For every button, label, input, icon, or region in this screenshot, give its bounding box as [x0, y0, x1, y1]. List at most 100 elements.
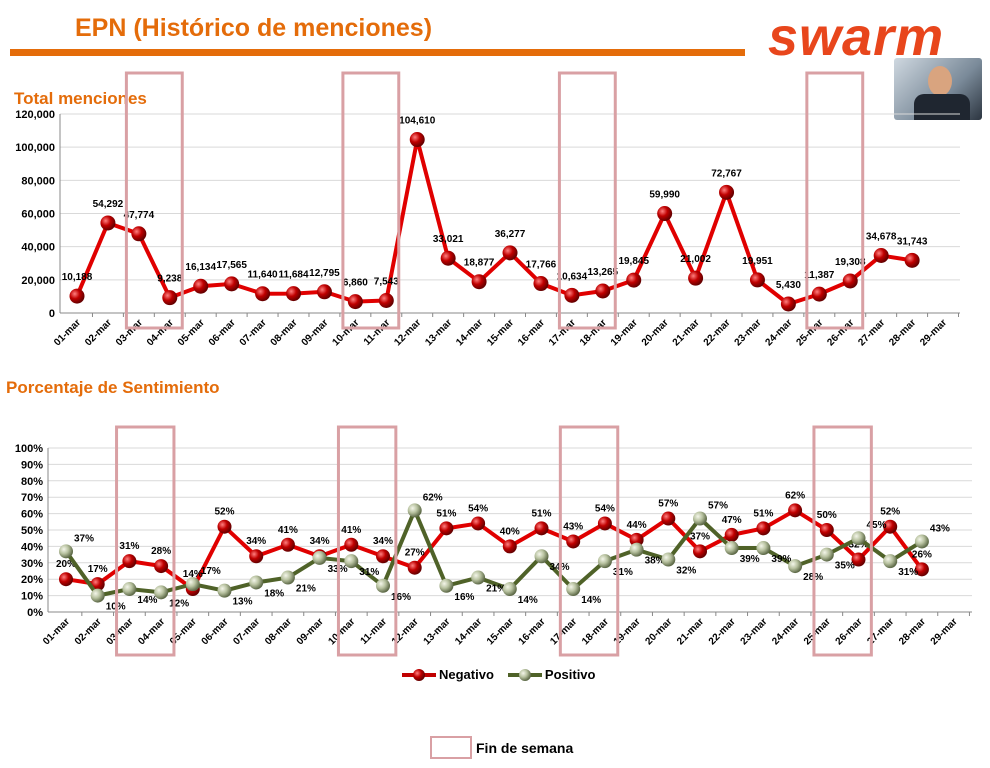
x-tick-label: 02-mar	[83, 317, 114, 348]
data-label: 54%	[595, 503, 615, 514]
x-tick-label: 09-mar	[300, 317, 331, 348]
y-tick-label: 60%	[21, 509, 43, 521]
data-point	[914, 562, 929, 577]
x-tick-label: 12-mar	[392, 317, 423, 348]
y-tick-label: 120,000	[15, 109, 55, 121]
x-tick-label: 21-mar	[675, 616, 706, 647]
data-label: 37%	[74, 533, 94, 544]
data-point	[595, 283, 611, 299]
data-point	[59, 572, 73, 587]
data-point	[344, 554, 359, 569]
x-tick-label: 17-mar	[548, 616, 579, 647]
title-underline	[10, 49, 745, 56]
data-label: 26%	[912, 549, 932, 560]
x-tick-label: 20-mar	[640, 317, 671, 348]
data-point	[217, 583, 232, 598]
data-point	[376, 578, 390, 593]
data-point	[819, 547, 834, 562]
data-point	[597, 554, 612, 569]
data-point	[756, 541, 771, 556]
data-point	[534, 521, 549, 536]
data-label: 57%	[658, 499, 678, 510]
weekend-box	[115, 425, 176, 657]
x-tick-label: 02-mar	[73, 616, 104, 647]
data-point	[756, 521, 771, 536]
data-point	[224, 276, 240, 292]
positivo-marker-icon	[507, 668, 542, 681]
x-tick-label: 16-mar	[517, 616, 548, 647]
data-label: 54,292	[93, 199, 124, 210]
data-label: 19,951	[742, 256, 773, 267]
data-point	[471, 570, 486, 585]
data-point	[749, 272, 765, 288]
data-point	[851, 552, 866, 567]
data-point	[724, 541, 739, 556]
weekend-legend: Fin de semana	[430, 736, 573, 759]
series-line-negativo	[65, 507, 924, 593]
data-label: 31%	[119, 541, 139, 552]
weekend-box	[124, 71, 184, 330]
data-point	[154, 559, 169, 574]
weekend-box	[558, 425, 620, 657]
person-photo	[894, 58, 982, 120]
data-label: 37%	[690, 531, 710, 542]
data-point	[344, 537, 359, 552]
data-point	[347, 294, 363, 310]
data-point	[629, 542, 644, 557]
data-point	[566, 534, 581, 549]
x-tick-label: 03-mar	[105, 616, 136, 647]
data-point	[286, 286, 302, 302]
x-tick-label: 22-mar	[702, 317, 733, 348]
data-point	[69, 288, 85, 304]
data-point	[693, 544, 707, 559]
x-tick-label: 01-mar	[41, 616, 72, 647]
data-label: 21,002	[680, 254, 711, 265]
x-tick-label: 08-mar	[263, 616, 294, 647]
data-point	[312, 550, 327, 565]
data-point	[131, 226, 147, 242]
data-label: 19,308	[835, 257, 866, 268]
data-label: 16,134	[185, 262, 216, 273]
data-point	[439, 521, 454, 536]
data-label: 14%	[183, 569, 203, 580]
data-point	[788, 559, 803, 574]
data-label: 34,678	[866, 231, 897, 242]
x-tick-label: 10-mar	[331, 317, 362, 348]
x-tick-label: 08-mar	[269, 317, 300, 348]
weekend-box	[812, 425, 873, 657]
negativo-marker-icon	[402, 668, 436, 681]
data-label: 39%	[740, 554, 760, 565]
data-point	[122, 554, 137, 569]
weekend-box	[557, 71, 617, 330]
y-tick-label: 40%	[21, 541, 43, 553]
data-point	[90, 588, 105, 603]
data-point	[316, 284, 332, 300]
data-label: 13,265	[588, 267, 619, 278]
x-tick-label: 13-mar	[422, 616, 453, 647]
weekend-legend-label: Fin de semana	[476, 739, 574, 756]
weekend-legend-box	[430, 736, 472, 759]
data-label: 31%	[359, 567, 379, 578]
x-tick-label: 29-mar	[918, 317, 949, 348]
data-label: 51%	[753, 508, 773, 519]
data-label: 16%	[391, 592, 411, 603]
data-label: 104,610	[399, 116, 436, 127]
y-tick-label: 60,000	[21, 209, 55, 221]
data-label: 33,021	[433, 234, 464, 245]
data-point	[661, 511, 676, 526]
data-point	[629, 532, 644, 547]
data-label: 31%	[613, 567, 633, 578]
data-label: 7,543	[374, 276, 399, 287]
y-tick-label: 70%	[21, 492, 43, 504]
data-label: 35%	[835, 561, 855, 572]
data-label: 47%	[722, 515, 742, 526]
data-point	[819, 523, 834, 537]
data-point	[471, 274, 487, 290]
x-tick-label: 10-mar	[326, 616, 357, 647]
legend-positivo: Positivo	[507, 667, 595, 682]
y-tick-label: 80,000	[21, 175, 55, 187]
data-label: 62%	[785, 490, 805, 501]
y-tick-label: 20%	[21, 574, 43, 586]
data-label: 27%	[405, 548, 425, 559]
